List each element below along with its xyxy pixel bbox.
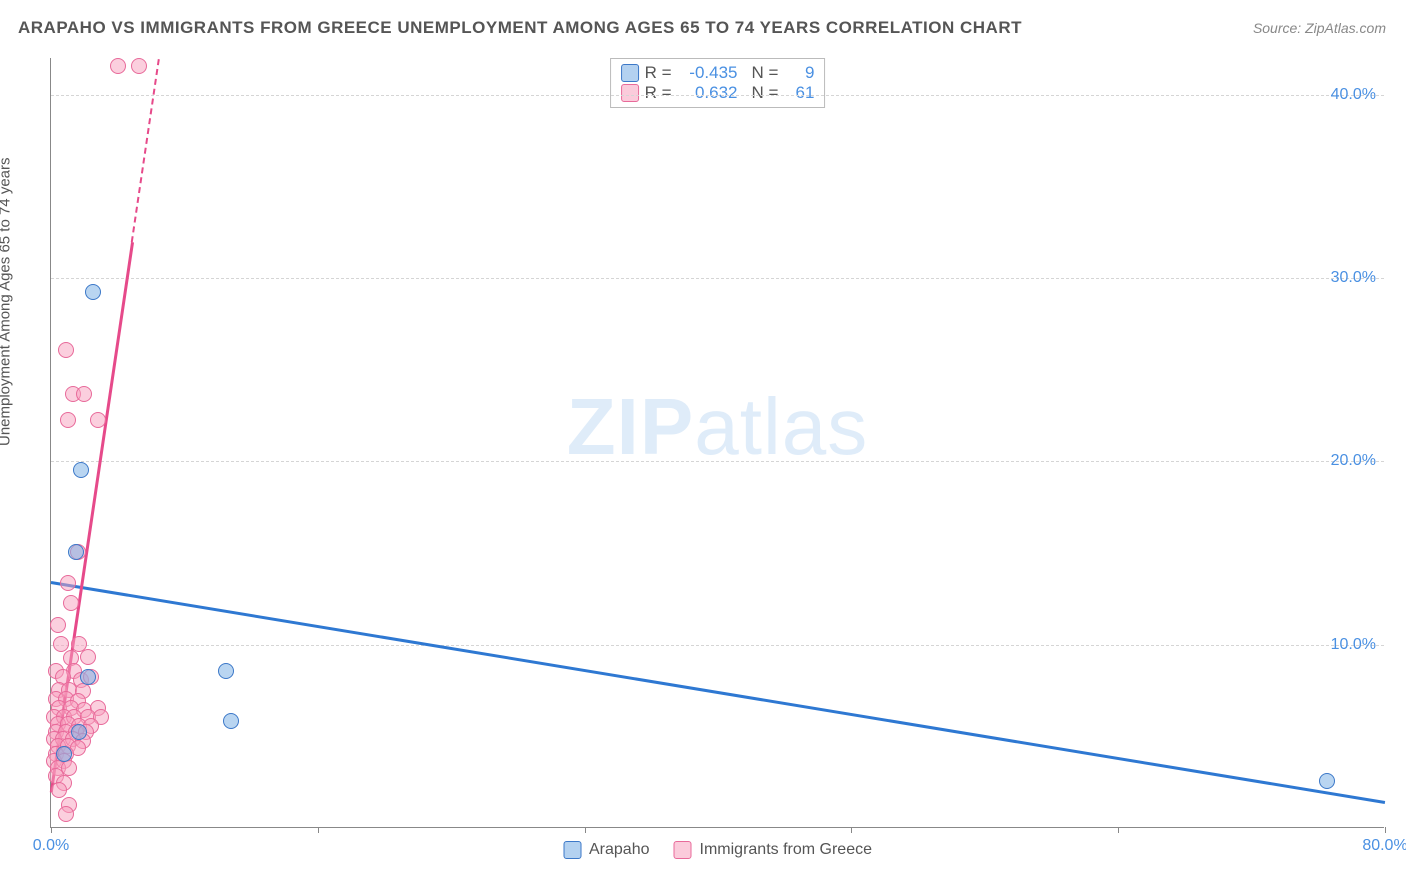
data-point-arapaho xyxy=(56,746,72,762)
legend-label: Arapaho xyxy=(589,841,650,859)
y-axis-label: Unemployment Among Ages 65 to 74 years xyxy=(0,157,14,446)
x-tick-label: 80.0% xyxy=(1362,837,1406,855)
source-attribution: Source: ZipAtlas.com xyxy=(1253,20,1386,36)
chart-title: ARAPAHO VS IMMIGRANTS FROM GREECE UNEMPL… xyxy=(18,18,1022,38)
x-tick-label: 0.0% xyxy=(33,837,69,855)
data-point-arapaho xyxy=(71,724,87,740)
data-point-arapaho xyxy=(218,663,234,679)
n-value: 9 xyxy=(784,63,814,83)
n-label: N = xyxy=(752,63,779,83)
data-point-arapaho xyxy=(68,544,84,560)
correlation-legend: R = -0.435 N =9 R = 0.632 N =61 xyxy=(610,58,826,108)
data-point-arapaho xyxy=(73,462,89,478)
r-label: R = xyxy=(645,63,672,83)
correlation-legend-row: R = 0.632 N =61 xyxy=(621,83,815,103)
correlation-legend-row: R = -0.435 N =9 xyxy=(621,63,815,83)
r-value: 0.632 xyxy=(678,83,738,103)
gridline xyxy=(51,645,1384,646)
gridline xyxy=(51,461,1384,462)
legend-swatch xyxy=(621,64,639,82)
trend-line xyxy=(131,59,161,243)
x-tick xyxy=(51,827,52,833)
data-point-arapaho xyxy=(85,284,101,300)
data-point-greece xyxy=(53,636,69,652)
data-point-greece xyxy=(90,412,106,428)
data-point-greece xyxy=(58,806,74,822)
data-point-greece xyxy=(60,575,76,591)
legend-item: Immigrants from Greece xyxy=(674,841,872,859)
r-value: -0.435 xyxy=(678,63,738,83)
data-point-arapaho xyxy=(223,713,239,729)
x-tick xyxy=(851,827,852,833)
legend-label: Immigrants from Greece xyxy=(700,841,872,859)
data-point-greece xyxy=(50,617,66,633)
data-point-greece xyxy=(51,782,67,798)
trend-line xyxy=(51,581,1385,803)
data-point-greece xyxy=(80,649,96,665)
watermark: ZIPatlas xyxy=(567,381,868,473)
data-point-greece xyxy=(63,595,79,611)
data-point-greece xyxy=(58,342,74,358)
legend-swatch xyxy=(563,841,581,859)
y-tick-label: 30.0% xyxy=(1331,269,1376,287)
x-tick xyxy=(585,827,586,833)
data-point-greece xyxy=(76,386,92,402)
gridline xyxy=(51,95,1384,96)
x-tick xyxy=(1118,827,1119,833)
y-tick-label: 20.0% xyxy=(1331,452,1376,470)
data-point-greece xyxy=(131,58,147,74)
data-point-greece xyxy=(110,58,126,74)
gridline xyxy=(51,278,1384,279)
n-value: 61 xyxy=(784,83,814,103)
x-tick xyxy=(318,827,319,833)
data-point-arapaho xyxy=(1319,773,1335,789)
y-tick-label: 10.0% xyxy=(1331,636,1376,654)
plot-area: ZIPatlas R =-0.435N =9R =0.632N =61 Arap… xyxy=(50,58,1384,828)
x-tick xyxy=(1385,827,1386,833)
series-legend: Arapaho Immigrants from Greece xyxy=(563,841,872,859)
legend-swatch xyxy=(674,841,692,859)
legend-item: Arapaho xyxy=(563,841,650,859)
r-label: R = xyxy=(645,83,672,103)
legend-swatch xyxy=(621,84,639,102)
data-point-greece xyxy=(60,412,76,428)
y-tick-label: 40.0% xyxy=(1331,86,1376,104)
n-label: N = xyxy=(752,83,779,103)
data-point-arapaho xyxy=(80,669,96,685)
